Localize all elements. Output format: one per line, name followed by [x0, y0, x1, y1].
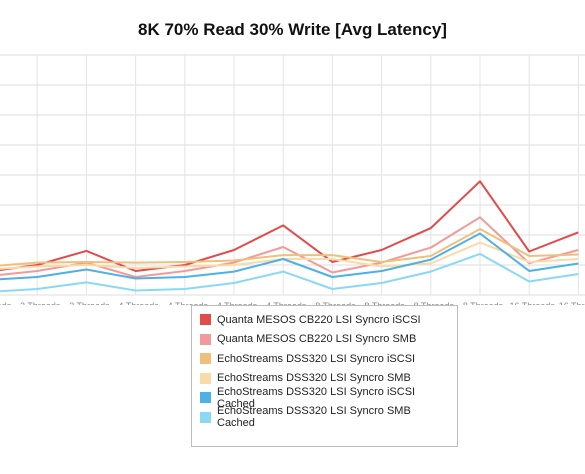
legend-label: Quanta MESOS CB220 LSI Syncro SMB	[217, 333, 417, 346]
x-tick-label: 4 Threads4 Queue	[168, 301, 209, 305]
x-tick-label: 2 Threads16 Queue	[69, 301, 110, 305]
x-tick-label: 2 Threads8 Queue	[20, 301, 61, 305]
x-tick-label: 8 Threads4 Queue	[364, 301, 405, 305]
series-line	[0, 232, 579, 281]
x-tick-label: 1 Threads16 Queue	[0, 301, 12, 305]
legend-label: EchoStreams DSS320 LSI Syncro SMB Cached	[217, 405, 411, 430]
legend-label: Quanta MESOS CB220 LSI Syncro iSCSI	[217, 313, 421, 326]
series-line	[0, 252, 579, 293]
legend-label: EchoStreams DSS320 LSI Syncro iSCSI Cach…	[217, 385, 416, 410]
x-tick-label: 4 Threads2 Queue	[118, 301, 159, 305]
legend-label: EchoStreams DSS320 LSI Syncro iSCSI	[217, 352, 416, 365]
legend-item[interactable]: EchoStreams DSS320 LSI Syncro iSCSI Cach…	[200, 385, 449, 410]
x-tick-label: 4 Threads16 Queue	[266, 301, 307, 305]
legend-item[interactable]: EchoStreams DSS320 LSI Syncro iSCSI	[200, 349, 449, 369]
legend-item[interactable]: Quanta MESOS CB220 LSI Syncro iSCSI	[200, 310, 449, 330]
chart-title: 8K 70% Read 30% Write [Avg Latency]	[138, 20, 447, 39]
series-lines	[0, 180, 579, 293]
series-line	[0, 180, 579, 272]
x-tick-label: 8 Threads16 Queue	[463, 301, 504, 305]
x-tick-label: 16 Threads4 Queue	[559, 301, 585, 305]
legend-swatch	[200, 333, 211, 345]
legend-swatch	[200, 314, 211, 326]
x-tick-label: 16 Threads2 Queue	[510, 301, 556, 305]
legend-swatch	[200, 411, 211, 423]
x-tick-label: 4 Threads8 Queue	[217, 301, 258, 305]
series-line	[0, 228, 579, 267]
legend: Quanta MESOS CB220 LSI Syncro iSCSI Quant…	[191, 305, 458, 447]
x-tick-label: 8 Threads8 Queue	[414, 301, 455, 305]
x-tick-label: 8 Threads2 Queue	[315, 301, 356, 305]
legend-swatch	[200, 392, 211, 404]
legend-item[interactable]: EchoStreams DSS320 LSI Syncro SMB Cached	[200, 405, 449, 430]
legend-swatch	[200, 353, 211, 365]
legend-item[interactable]: Quanta MESOS CB220 LSI Syncro SMB	[200, 330, 449, 350]
legend-label: EchoStreams DSS320 LSI Syncro SMB	[217, 372, 411, 385]
line-chart: 1 Threads16 Queue 2 Threads8 Queue 2 Threa…	[0, 54, 585, 305]
legend-item[interactable]: EchoStreams DSS320 LSI Syncro SMB	[200, 369, 449, 389]
x-axis-ticks: 1 Threads16 Queue 2 Threads8 Queue 2 Threa…	[0, 301, 585, 305]
legend-swatch	[200, 372, 211, 384]
